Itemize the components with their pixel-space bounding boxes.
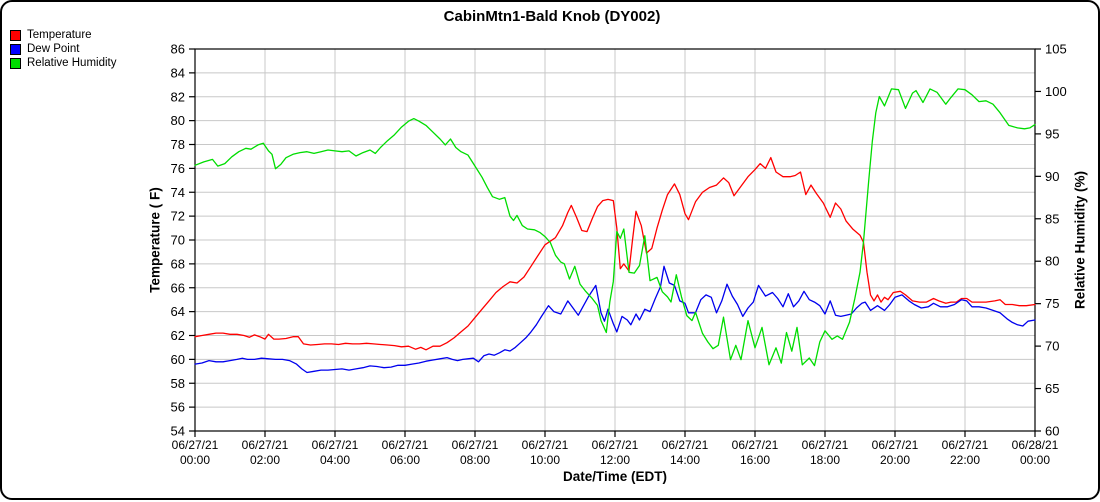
x-tick-time: 16:00 [740,453,770,467]
x-tick-date: 06/27/21 [312,438,359,452]
left-tick-label: 64 [171,304,185,319]
right-tick-label: 75 [1045,296,1059,311]
left-tick-label: 80 [171,113,185,128]
x-axis-title: Date/Time (EDT) [562,469,668,484]
left-tick-label: 82 [171,89,185,104]
left-tick-label: 72 [171,209,185,224]
right-tick-label: 65 [1045,381,1059,396]
x-tick-time: 02:00 [250,453,280,467]
left-tick-label: 56 [171,400,185,415]
x-tick-date: 06/27/21 [592,438,639,452]
x-tick-time: 14:00 [670,453,700,467]
left-tick-label: 66 [171,280,185,295]
left-tick-label: 78 [171,137,185,152]
legend-item-dew-point: Dew Point [10,42,116,56]
left-tick-label: 86 [171,42,185,57]
legend-item-relative-humidity: Relative Humidity [10,56,116,70]
legend: Temperature Dew Point Relative Humidity [10,28,116,70]
x-tick-time: 08:00 [460,453,490,467]
x-tick-time: 10:00 [530,453,560,467]
left-tick-label: 68 [171,256,185,271]
legend-item-temperature: Temperature [10,28,116,42]
x-tick-time: 12:00 [600,453,630,467]
legend-label: Relative Humidity [27,57,117,69]
x-tick-time: 06:00 [390,453,420,467]
x-tick-time: 18:00 [810,453,840,467]
left-tick-label: 74 [171,185,185,200]
relative-humidity-line [194,88,1036,367]
right-tick-label: 70 [1045,339,1059,354]
left-tick-label: 54 [171,424,185,439]
x-tick-time: 00:00 [1020,453,1050,467]
x-tick-time: 04:00 [320,453,350,467]
dew-point-line [194,265,1036,374]
x-tick-date: 06/27/21 [802,438,849,452]
x-tick-date: 06/27/21 [382,438,429,452]
x-tick-date: 06/27/21 [942,438,989,452]
right-tick-label: 90 [1045,169,1059,184]
legend-label: Temperature [27,29,92,41]
x-tick-date: 06/28/21 [1012,438,1059,452]
right-tick-label: 105 [1045,42,1067,57]
x-tick-date: 06/27/21 [242,438,289,452]
legend-swatch-icon [10,57,21,69]
left-tick-label: 62 [171,328,185,343]
right-tick-label: 80 [1045,254,1059,269]
x-tick-date: 06/27/21 [452,438,499,452]
x-tick-time: 22:00 [950,453,980,467]
x-tick-date: 06/27/21 [732,438,779,452]
right-tick-label: 85 [1045,211,1059,226]
x-tick-time: 20:00 [880,453,910,467]
x-tick-date: 06/27/21 [662,438,709,452]
legend-label: Dew Point [27,43,80,55]
right-tick-label: 95 [1045,126,1059,141]
left-tick-label: 58 [171,376,185,391]
temperature-line [194,156,1036,351]
left-tick-label: 76 [171,161,185,176]
x-tick-date: 06/27/21 [872,438,919,452]
legend-swatch-icon [10,43,21,55]
left-tick-label: 60 [171,352,185,367]
x-tick-date: 06/27/21 [172,438,219,452]
x-tick-date: 06/27/21 [522,438,569,452]
legend-swatch-icon [10,29,21,41]
right-tick-label: 100 [1045,84,1067,99]
left-tick-label: 84 [171,65,185,80]
right-tick-label: 60 [1045,424,1059,439]
x-tick-time: 00:00 [180,453,210,467]
page-title: CabinMtn1-Bald Knob (DY002) [443,8,661,25]
left-tick-label: 70 [171,233,185,248]
